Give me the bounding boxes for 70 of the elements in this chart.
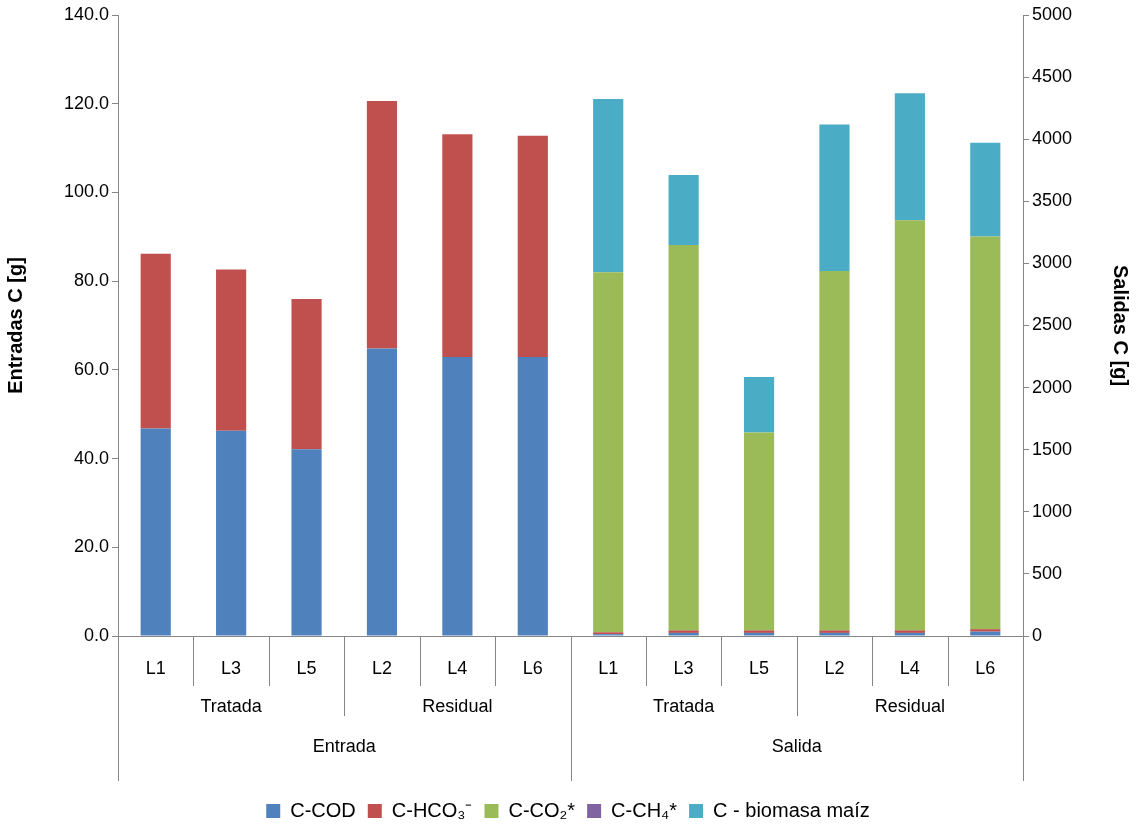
bar <box>668 175 699 246</box>
text: Residual <box>874 695 945 716</box>
x-tick-label: L6 <box>975 657 996 678</box>
x-tick-label: L6 <box>522 657 543 678</box>
legend-label: C-COD <box>290 798 356 821</box>
bar <box>819 124 850 271</box>
y-tick-label: 20.0 <box>73 536 109 557</box>
x-tick-label: L3 <box>673 657 694 678</box>
bar <box>442 134 473 357</box>
y2-tick-label: 2500 <box>1032 314 1073 335</box>
y-tick-label: 140.0 <box>63 3 109 24</box>
y-tick-label: 100.0 <box>63 181 109 202</box>
y2-tick-label: 500 <box>1032 562 1063 583</box>
x-tick-label: L1 <box>145 657 166 678</box>
bar <box>819 270 850 631</box>
x-tick-label: L2 <box>371 657 392 678</box>
x-tick-label: L1 <box>598 657 619 678</box>
bar <box>517 135 548 357</box>
bar <box>593 98 624 273</box>
x-tick-label: L2 <box>824 657 845 678</box>
bar <box>216 269 247 431</box>
bar <box>291 449 322 636</box>
x-tick-label: L5 <box>296 657 317 678</box>
bar <box>140 253 171 429</box>
bar <box>743 432 775 631</box>
bar <box>517 356 548 636</box>
bar <box>970 142 1001 237</box>
bar <box>442 356 473 636</box>
bar <box>140 428 171 636</box>
text: Tratada <box>200 695 263 716</box>
y2-tick-label: 4500 <box>1032 66 1073 87</box>
bar <box>668 245 699 631</box>
y2-tick-label: 5000 <box>1032 3 1073 24</box>
x-tick-label: L5 <box>749 657 770 678</box>
legend-label: C-CH₄* <box>611 798 678 821</box>
bar <box>291 298 322 450</box>
y-tick-label: 80.0 <box>73 270 109 291</box>
bar <box>366 101 398 349</box>
legend-label: C-CO₂* <box>508 798 576 821</box>
legend-label: C - biomasa maíz <box>713 798 870 821</box>
y-tick-label: 120.0 <box>63 92 109 113</box>
y-tick-label: 40.0 <box>73 447 109 468</box>
bar <box>970 236 1001 630</box>
y2-axis-title: Salidas C [g] <box>1110 264 1133 387</box>
bar <box>894 93 925 221</box>
x-tick-label: L4 <box>447 657 468 678</box>
y2-tick-label: 0 <box>1032 624 1043 645</box>
y2-tick-label: 2000 <box>1032 376 1073 397</box>
y2-tick-label: 1000 <box>1032 500 1073 521</box>
y-tick-label: 0.0 <box>83 624 109 645</box>
y-axis-title: Entradas C [g] <box>3 257 26 394</box>
bar <box>970 629 1001 632</box>
bar <box>366 348 398 636</box>
bar <box>743 377 775 433</box>
bar <box>593 272 624 633</box>
legend-label: C-HCO₃⁻ <box>391 798 473 821</box>
bar <box>216 430 247 636</box>
bar <box>970 631 1001 636</box>
text: Residual <box>422 695 493 716</box>
text: Entrada <box>312 735 377 756</box>
y2-tick-label: 1500 <box>1032 438 1073 459</box>
text: Salida <box>771 735 823 756</box>
x-tick-label: L4 <box>899 657 920 678</box>
y2-tick-label: 4000 <box>1032 128 1073 149</box>
text: Tratada <box>652 695 716 716</box>
y-tick-label: 60.0 <box>73 358 109 379</box>
bar <box>894 220 925 631</box>
y2-tick-label: 3500 <box>1032 190 1073 211</box>
y2-tick-label: 3000 <box>1032 252 1073 273</box>
x-tick-label: L3 <box>221 657 242 678</box>
